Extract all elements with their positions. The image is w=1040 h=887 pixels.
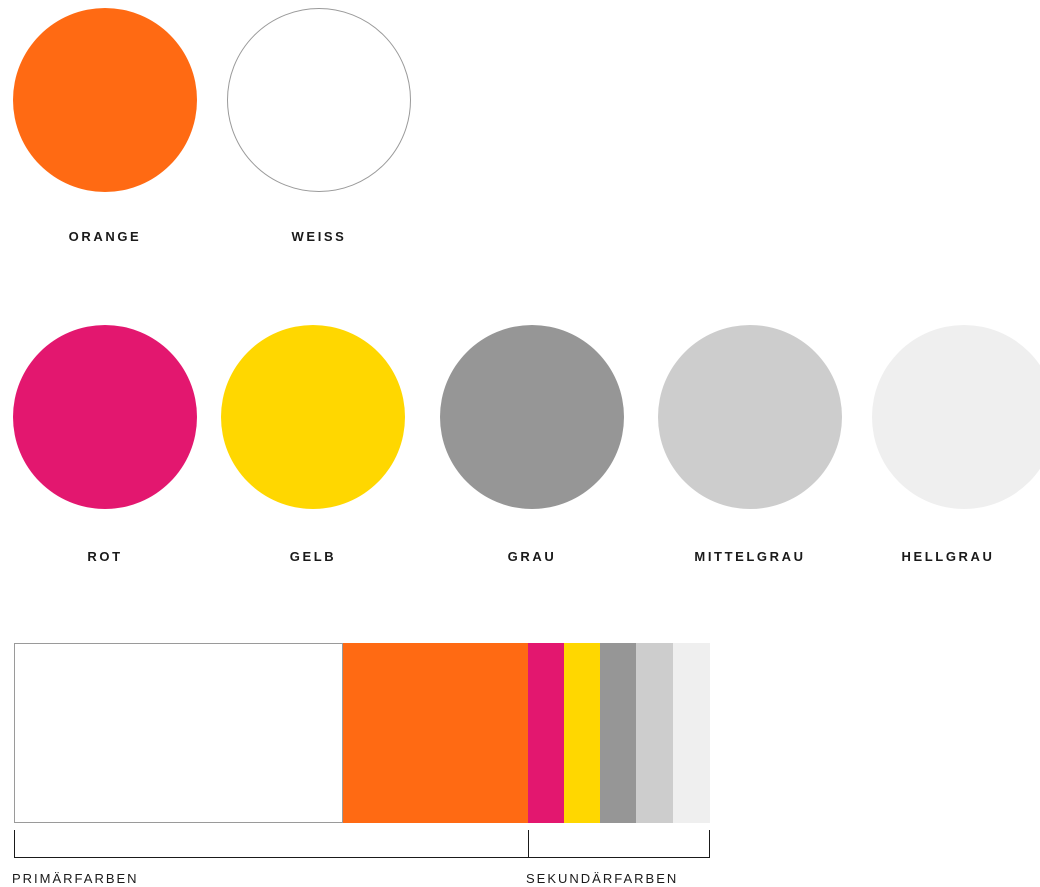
label-orange: ORANGE	[68, 229, 142, 244]
swatch-rot	[13, 325, 197, 509]
secondary-colors-label: SEKUNDÄRFARBEN	[526, 871, 679, 886]
bar-segment-mittelgrau	[636, 643, 673, 823]
label-hellgrau: HELLGRAU	[901, 549, 995, 564]
label-rot: ROT	[87, 549, 123, 564]
bar-segment-hellgrau	[673, 643, 710, 823]
label-grau: GRAU	[507, 549, 557, 564]
label-gelb: GELB	[289, 549, 337, 564]
swatch-gelb	[221, 325, 405, 509]
primary-colors-label: PRIMÄRFARBEN	[12, 871, 139, 886]
primary-bracket	[14, 830, 529, 858]
label-weiss: WEISS	[291, 229, 347, 244]
bar-segment-gelb	[564, 643, 600, 823]
label-mittelgrau: MITTELGRAU	[694, 549, 806, 564]
swatch-grau	[440, 325, 624, 509]
bar-segment-grau	[600, 643, 636, 823]
swatch-orange	[13, 8, 197, 192]
swatch-mittelgrau	[658, 325, 842, 509]
bar-segment-orange	[343, 643, 528, 823]
secondary-bracket	[528, 830, 710, 858]
swatch-weiss	[227, 8, 411, 192]
bar-segment-rot	[528, 643, 564, 823]
bar-segment-weiss	[14, 643, 343, 823]
swatch-hellgrau	[872, 325, 1040, 509]
